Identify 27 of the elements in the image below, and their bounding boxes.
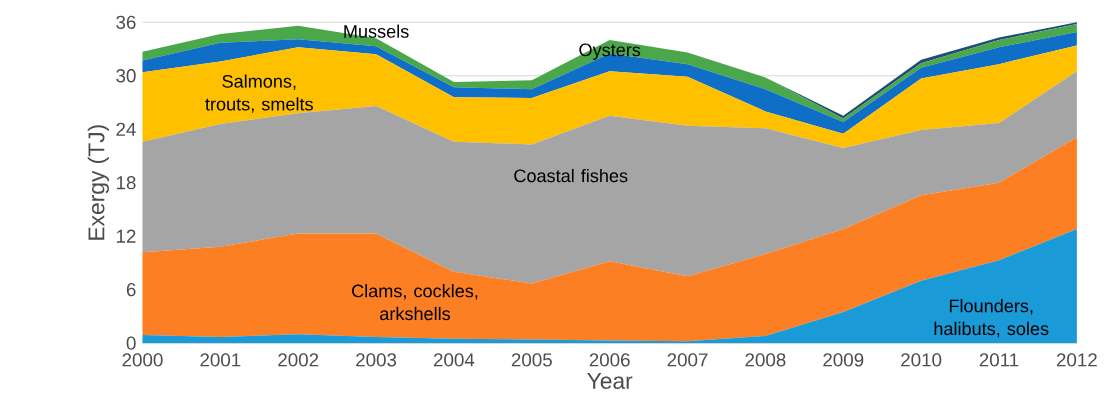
x-tick-label: 2004 — [434, 353, 475, 367]
x-tick-label: 2009 — [823, 353, 864, 367]
series-label: Salmons, trouts, smelts — [205, 74, 313, 113]
x-tick-label: 2000 — [122, 353, 163, 367]
y-tick-label: 6 — [126, 282, 136, 297]
x-tick-label: 2003 — [356, 353, 397, 367]
series-label: Flounders, halibuts, soles — [934, 299, 1049, 338]
y-tick-label: 36 — [116, 15, 136, 29]
x-tick-label: 2006 — [589, 353, 630, 367]
x-axis-title: Year — [587, 373, 633, 389]
x-tick-label: 2011 — [979, 353, 1019, 367]
x-tick-label: 2002 — [278, 353, 319, 367]
series-label: Mussels — [344, 24, 409, 38]
y-tick-label: 18 — [116, 176, 136, 190]
x-tick-label: 2008 — [745, 353, 786, 367]
x-tick-label: 2001 — [200, 353, 241, 367]
y-tick-label: 30 — [116, 69, 136, 83]
y-tick-label: 24 — [116, 122, 136, 136]
y-axis-title: Exergy (TJ) — [87, 125, 109, 240]
x-tick-label: 2007 — [667, 353, 708, 367]
series-label: Coastal fishes — [514, 168, 628, 183]
series-label: Clams, cockles, arkshells — [352, 284, 478, 321]
x-tick-label: 2005 — [511, 353, 552, 367]
y-tick-label: 0 — [126, 336, 136, 350]
x-tick-label: 2012 — [1056, 353, 1097, 367]
y-tick-label: 12 — [116, 229, 136, 243]
x-tick-label: 2010 — [901, 353, 942, 367]
